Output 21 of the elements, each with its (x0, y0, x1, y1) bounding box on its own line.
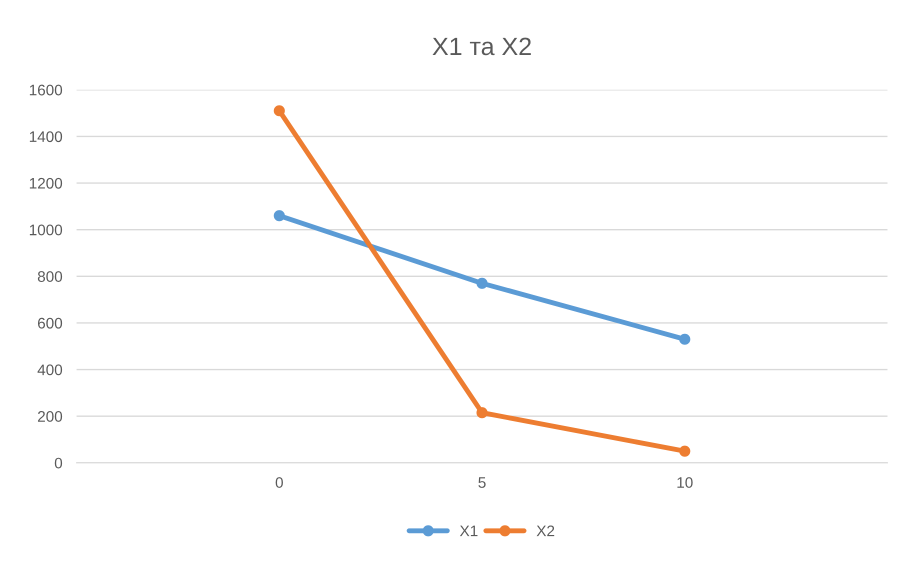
y-tick-label: 1000 (30, 224, 62, 236)
legend-label: X1 (460, 526, 478, 536)
point (679, 446, 690, 457)
point (476, 278, 488, 289)
point (679, 334, 690, 345)
y-tick-label: 800 (38, 271, 62, 282)
y-tick-label: 400 (38, 364, 62, 376)
point (274, 105, 285, 116)
y-tick-label: 1400 (30, 131, 62, 142)
y-tick-label: 600 (38, 318, 62, 329)
point (476, 407, 488, 418)
x-tick-label: 0 (276, 477, 283, 488)
legend-label: X2 (536, 525, 554, 536)
chart-title: X1 та X2 (432, 38, 531, 56)
point (274, 210, 285, 222)
x-tick-label: 10 (677, 477, 693, 488)
y-tick-label: 0 (54, 458, 62, 469)
y-tick-label: 1600 (30, 84, 62, 96)
y-tick-label: 1200 (30, 178, 62, 189)
y-tick-label: 200 (38, 411, 62, 422)
x-tick-label: 5 (478, 477, 486, 488)
